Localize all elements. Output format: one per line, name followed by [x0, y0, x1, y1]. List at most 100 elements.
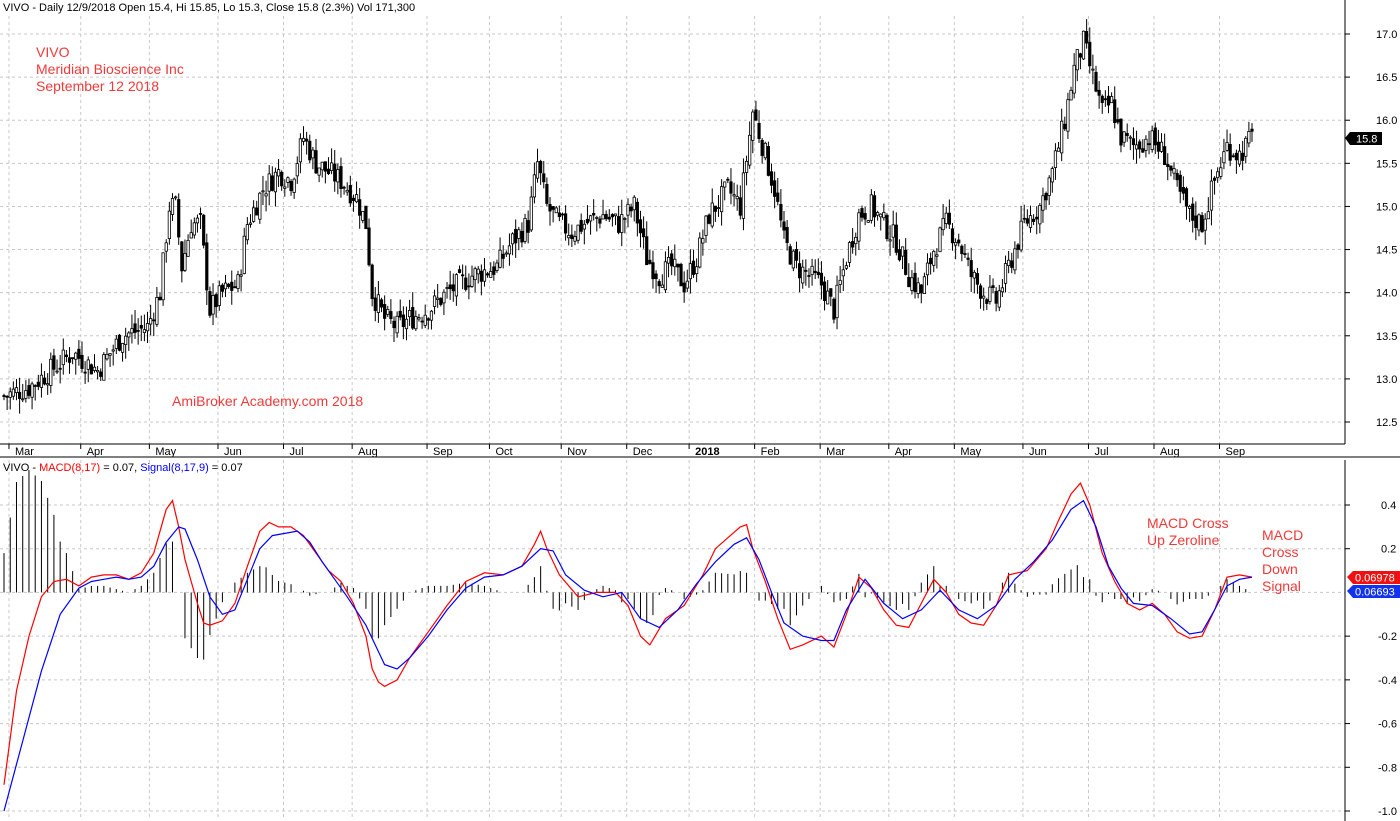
candle-body [145, 323, 150, 332]
candle-body [367, 227, 371, 266]
x-tick-label: Mar [15, 446, 34, 458]
candle-body [629, 206, 633, 212]
candle-body [49, 358, 53, 386]
candle-body [383, 304, 387, 319]
candle-body [311, 149, 315, 159]
candle-body [155, 297, 159, 325]
annotation-ticker: VIVO [36, 44, 70, 60]
candle-body [317, 167, 321, 176]
candle-body [963, 253, 967, 255]
candle-body [1244, 137, 1248, 157]
candle-body [289, 181, 293, 192]
candle-body [186, 239, 190, 257]
candle-body [941, 218, 945, 231]
candle-body [504, 252, 508, 255]
candle-body [554, 207, 558, 214]
candle-body [698, 237, 702, 268]
price-y-tick-label: 16.5 [1376, 72, 1397, 84]
candle-body [994, 291, 998, 304]
candle-body [86, 359, 90, 370]
candle-body [124, 335, 128, 346]
candle-body [657, 281, 661, 287]
candle-body [763, 142, 767, 159]
candle-body [988, 286, 992, 302]
macd-header-prefix: VIVO - [3, 462, 39, 474]
candle-body [223, 282, 228, 290]
annotation-cross-up-1: MACD Cross [1147, 515, 1229, 531]
x-tick-label: 2018 [695, 446, 719, 458]
candle-body [173, 196, 178, 199]
candle-body [127, 332, 131, 338]
candle-body [685, 280, 689, 289]
macd-y-tick-label: 0.2 [1381, 544, 1396, 556]
x-tick-label: Apr [895, 446, 912, 458]
candle-body [720, 186, 724, 213]
candle-body [663, 261, 668, 291]
candle-body [741, 172, 746, 219]
candle-body [273, 171, 278, 193]
candle-body [83, 371, 87, 374]
candle-body [1150, 130, 1154, 150]
macd-header-macd-label: MACD(8,17) [39, 462, 100, 474]
candle-body [532, 174, 537, 198]
candle-body [67, 357, 72, 363]
candle-body [1203, 218, 1207, 231]
candle-body [239, 274, 243, 277]
x-tick-label: Dec [633, 446, 653, 458]
candle-body [457, 269, 462, 273]
candle-body [1222, 151, 1226, 164]
candle-body [417, 317, 421, 320]
candle-body [11, 388, 15, 397]
candle-body [760, 139, 764, 156]
candle-body [479, 270, 483, 282]
candle-body [635, 201, 639, 224]
candle-body [373, 297, 377, 311]
price-y-tick-label: 14.5 [1376, 245, 1397, 257]
candle-body [954, 241, 958, 246]
candle-body [944, 212, 948, 224]
candle-body [645, 236, 649, 266]
candle-body [236, 274, 240, 289]
candle-body [816, 271, 820, 276]
candle-body [773, 180, 777, 197]
candle-body [267, 173, 271, 192]
candle-body [1172, 168, 1176, 174]
candle-body [17, 391, 22, 399]
candle-body [1225, 142, 1229, 151]
candle-body [535, 161, 540, 179]
candle-body [688, 263, 693, 280]
candle-body [975, 273, 980, 285]
candle-body [620, 214, 624, 233]
candle-body [1228, 144, 1232, 161]
candle-body [361, 210, 365, 221]
candle-body [242, 235, 246, 274]
candle-body [564, 213, 568, 234]
x-tick-label: Jul [1094, 446, 1108, 458]
candle-body [439, 297, 443, 305]
candle-body [227, 283, 231, 287]
macd-y-tick-label: -1.0 [1378, 806, 1397, 818]
signal-value-badge: 0.06693 [1347, 585, 1400, 599]
candle-body [180, 241, 184, 272]
candle-body [1194, 215, 1198, 228]
candle-body [96, 370, 100, 373]
candle-body [1147, 143, 1151, 146]
candle-body [1094, 71, 1098, 92]
candle-body [900, 246, 905, 257]
candle-body [798, 263, 802, 279]
candle-body [442, 291, 446, 304]
last-price-badge: 15.8 [1345, 132, 1382, 146]
candle-body [785, 226, 789, 243]
candle-body [754, 109, 758, 121]
candle-body [64, 354, 68, 358]
candle-body [1075, 49, 1079, 71]
candle-body [295, 163, 299, 177]
candle-body [676, 263, 680, 268]
candle-body [1119, 118, 1123, 146]
candle-body [286, 177, 290, 183]
candle-body [214, 294, 218, 308]
candle-body [407, 310, 412, 318]
candle-body [1066, 99, 1070, 132]
candle-body [445, 287, 449, 289]
